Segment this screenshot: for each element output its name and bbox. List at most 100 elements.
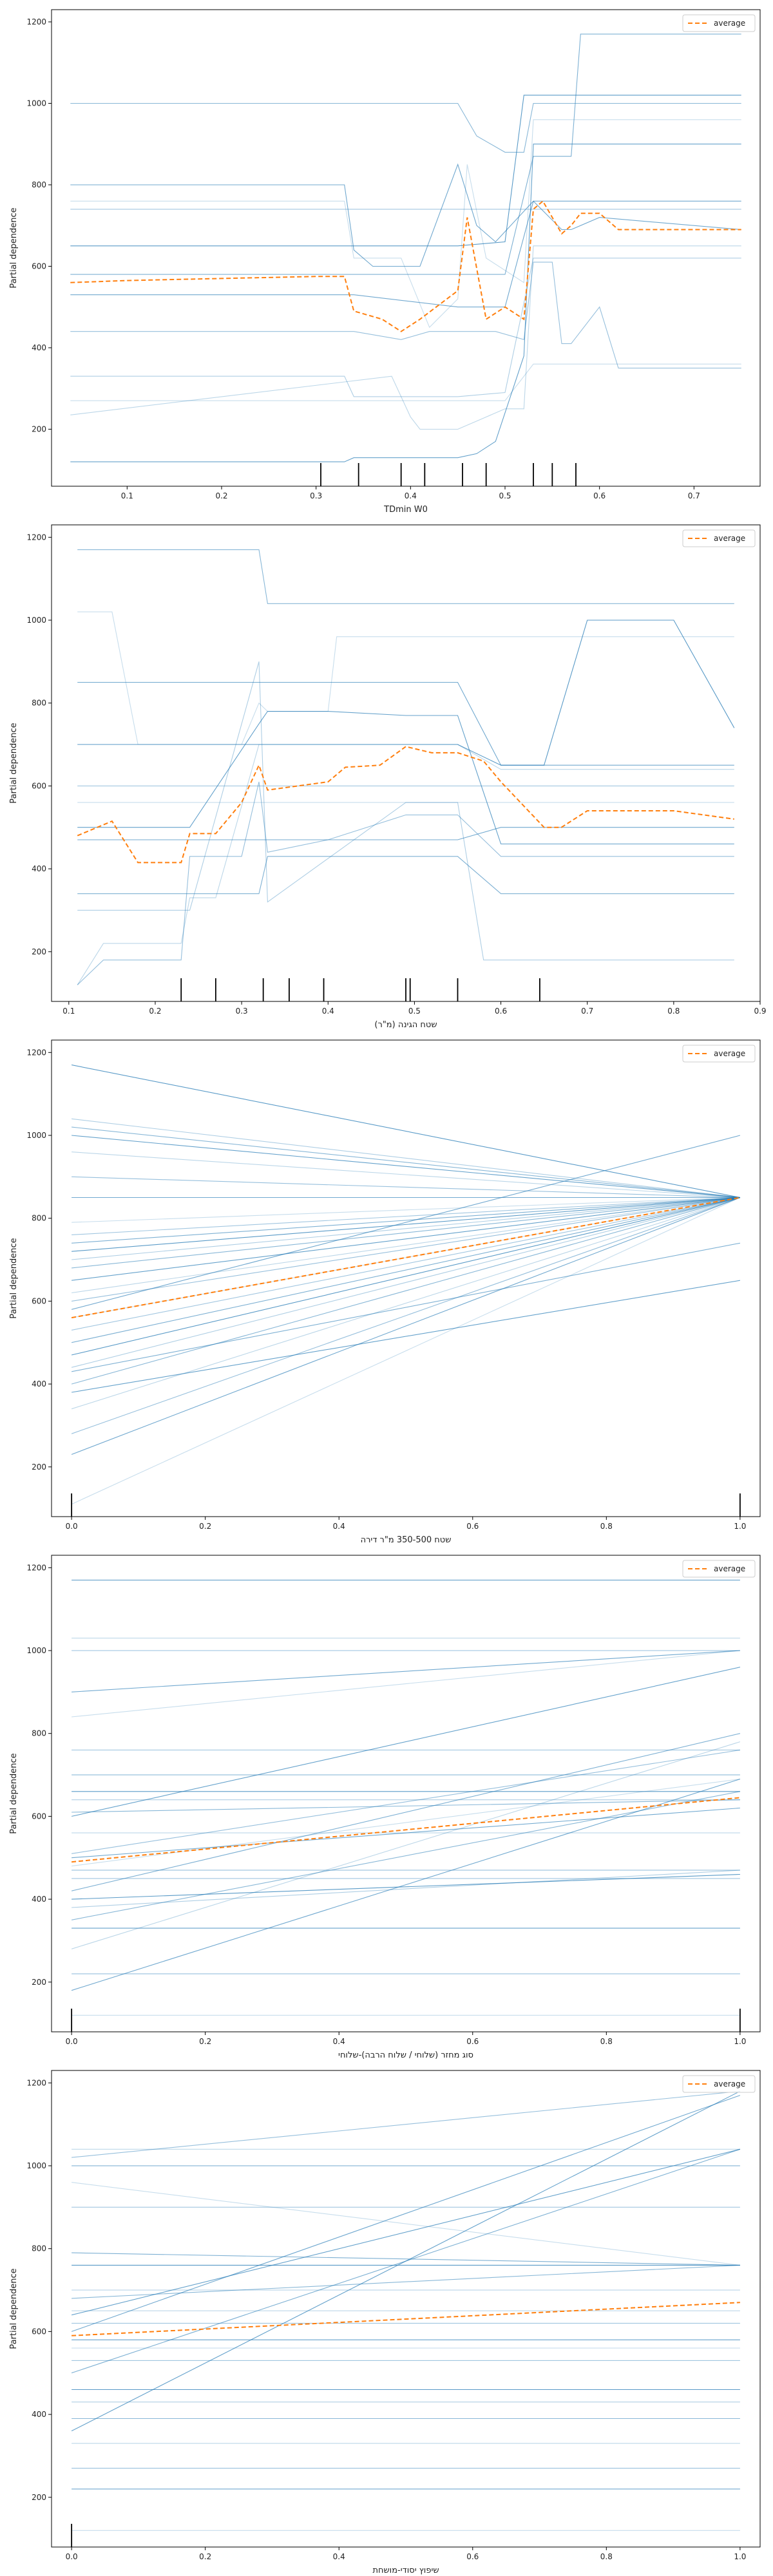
- ice-line: [72, 1197, 740, 1302]
- ice-line: [72, 1197, 740, 1269]
- x-axis-label: שטח 350-500 מ"ר דירה: [361, 1535, 452, 1545]
- x-tick-label: 0.1: [62, 1007, 75, 1016]
- x-tick-label: 1.0: [734, 2552, 746, 2561]
- ice-line: [71, 1197, 741, 1505]
- ice-line: [72, 1650, 740, 1718]
- x-tick-label: 0.0: [66, 2037, 78, 2046]
- x-tick-label: 0.8: [600, 1522, 613, 1531]
- x-tick-label: 0.6: [495, 1007, 507, 1016]
- y-tick-label: 400: [32, 1895, 46, 1904]
- ice-line: [71, 2148, 741, 2316]
- ice-line: [70, 200, 741, 308]
- plot-frame: [51, 2070, 761, 2548]
- ice-line: [72, 1197, 740, 1260]
- average-line: [72, 2302, 740, 2336]
- y-axis-label: Partial dependence: [9, 2268, 19, 2349]
- y-tick-label: 1200: [26, 17, 46, 26]
- ice-line: [70, 245, 741, 430]
- x-tick-label: 0.6: [466, 2552, 479, 2561]
- ice-line: [72, 1151, 740, 1198]
- y-tick-label: 400: [32, 2410, 46, 2419]
- ice-line: [72, 1197, 740, 1318]
- x-tick-label: 0.4: [333, 2037, 345, 2046]
- ice-lines-group: [71, 1065, 741, 1505]
- ice-panel-5: 0.0 0.2 0.4 0.6 0.8 1.0 200 400 600 800 1000 1200 שי…: [9, 2070, 761, 2575]
- ice-line: [72, 1870, 740, 1908]
- y-tick-label: 600: [32, 1296, 46, 1305]
- x-tick-label: 0.9: [754, 1007, 766, 1016]
- legend: average: [682, 529, 756, 547]
- y-tick-label: 600: [32, 261, 46, 270]
- ice-line: [72, 1807, 740, 1859]
- x-tick-label: 0.7: [581, 1007, 593, 1016]
- legend-box: [682, 529, 756, 547]
- x-tick-label: 0.2: [149, 1007, 161, 1016]
- y-tick-label: 800: [32, 699, 46, 708]
- ice-line: [77, 711, 734, 845]
- x-tick-label: 0.6: [466, 2037, 479, 2046]
- legend-average-label: average: [714, 2079, 745, 2088]
- x-tick-label: 0.8: [600, 2552, 613, 2561]
- ice-lines-group: [77, 549, 735, 985]
- y-tick-label: 1200: [26, 1048, 46, 1057]
- ice-line: [71, 1242, 741, 1372]
- ice-line: [77, 827, 734, 840]
- y-axis-label: Partial dependence: [9, 1238, 19, 1318]
- y-tick-label: 600: [32, 2327, 46, 2336]
- x-axis-label: TDmin W0: [383, 505, 428, 515]
- ice-line: [72, 1197, 740, 1235]
- y-tick-label: 200: [32, 947, 46, 956]
- y-tick-label: 400: [32, 1379, 46, 1388]
- y-tick-label: 800: [32, 1214, 46, 1223]
- y-tick-label: 200: [32, 2493, 46, 2502]
- x-tick-label: 0.4: [333, 2552, 345, 2561]
- y-tick-label: 1000: [26, 2161, 46, 2170]
- x-tick-label: 0.4: [322, 1007, 334, 1016]
- y-tick-label: 200: [32, 1978, 46, 1987]
- ice-line: [72, 1650, 740, 1692]
- x-tick-label: 0.6: [466, 1522, 479, 1531]
- y-tick-label: 800: [32, 180, 46, 189]
- y-tick-label: 600: [32, 1812, 46, 1821]
- ice-line: [71, 1197, 741, 1385]
- ice-line: [72, 1197, 740, 1252]
- legend: average: [682, 2075, 756, 2093]
- ice-line: [70, 163, 741, 267]
- x-tick-label: 1.0: [734, 2037, 746, 2046]
- legend-box: [682, 14, 756, 32]
- legend-average-label: average: [714, 1049, 745, 1058]
- y-tick-label: 600: [32, 781, 46, 790]
- x-tick-label: 0.4: [333, 1522, 345, 1531]
- legend-box: [682, 1560, 756, 1578]
- ice-line: [72, 1197, 740, 1294]
- ice-line: [70, 102, 741, 153]
- x-tick-label: 0.3: [236, 1007, 248, 1016]
- ice-line: [71, 1197, 741, 1356]
- ice-line: [72, 1197, 740, 1281]
- y-axis-label: Partial dependence: [9, 723, 19, 803]
- ice-line: [71, 1065, 741, 1198]
- legend: average: [682, 1560, 756, 1578]
- ice-line: [72, 1135, 740, 1198]
- ice-lines-group: [70, 33, 741, 462]
- x-tick-label: 0.4: [405, 491, 417, 500]
- ice-line: [77, 781, 734, 985]
- legend: average: [682, 1045, 756, 1063]
- ice-line: [72, 1118, 740, 1198]
- ice-line: [70, 363, 741, 401]
- x-tick-label: 0.6: [593, 491, 606, 500]
- ice-panel-1: 0.1 0.2 0.3 0.4 0.5 0.6 0.7 200 400 600 800 1000 120…: [9, 9, 761, 515]
- ice-line: [70, 144, 741, 462]
- y-tick-label: 800: [32, 1729, 46, 1738]
- ice-line: [70, 119, 741, 328]
- y-tick-label: 1000: [26, 616, 46, 625]
- ice-line: [71, 1741, 741, 1949]
- legend-box: [682, 1045, 756, 1063]
- y-axis-label: Partial dependence: [9, 207, 19, 288]
- average-line: [77, 746, 734, 864]
- ice-line: [70, 258, 741, 397]
- ice-line: [71, 1791, 741, 1920]
- ice-line: [71, 1135, 741, 1310]
